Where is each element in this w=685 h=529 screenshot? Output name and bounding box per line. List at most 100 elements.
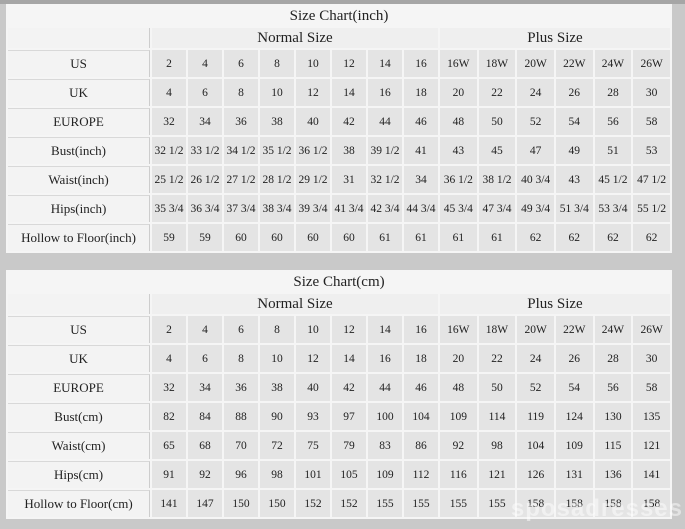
row-label: Hollow to Floor(cm): [8, 490, 150, 517]
table-cell: 92: [440, 432, 477, 459]
table-cell: 47: [517, 137, 554, 164]
table-cell: 124: [555, 403, 593, 430]
table-cell: 126: [517, 461, 554, 488]
table-cell: 62: [517, 224, 554, 251]
table-cell: 109: [555, 432, 593, 459]
top-border-strip: [0, 0, 685, 4]
table-cell: 4: [188, 316, 222, 343]
table-cell: 92: [188, 461, 222, 488]
table-cell: 8: [260, 316, 294, 343]
table-cell: 114: [478, 403, 516, 430]
table-cell: 104: [404, 403, 438, 430]
table-cell: 22W: [555, 50, 593, 77]
table-cell: 136: [594, 461, 632, 488]
table-row: Hollow to Floor(inch) 59 59 60 60 60 60 61 61 61 6…: [8, 224, 670, 251]
table-cell: 10: [260, 345, 294, 372]
table-cell: 50: [478, 108, 516, 135]
table-cell: 14: [368, 50, 402, 77]
table-cell: 26W: [633, 316, 670, 343]
table-cell: 36: [224, 374, 258, 401]
table-cell: 121: [478, 461, 516, 488]
table-cell: 16: [368, 345, 402, 372]
table-cell: 41 3/4: [332, 195, 366, 222]
table-cell: 60: [260, 224, 294, 251]
table-cell: 38 3/4: [260, 195, 294, 222]
table-cell: 104: [517, 432, 554, 459]
table-cell: 158: [633, 490, 670, 517]
table-cell: 152: [332, 490, 366, 517]
table-cell: 98: [260, 461, 294, 488]
table-cell: 16W: [440, 316, 477, 343]
table-cell: 20W: [517, 50, 554, 77]
table-cell: 49: [555, 137, 593, 164]
table-cell: 43: [440, 137, 477, 164]
table-cell: 24W: [594, 316, 632, 343]
table-cell: 12: [332, 316, 366, 343]
table-cell: 62: [633, 224, 670, 251]
table-cell: 35 1/2: [260, 137, 294, 164]
table-cell: 79: [332, 432, 366, 459]
row-label: Waist(cm): [8, 432, 150, 459]
table-cell: 12: [296, 345, 330, 372]
table-cell: 147: [188, 490, 222, 517]
table-cell: 34 1/2: [224, 137, 258, 164]
table-cell: 43: [555, 166, 593, 193]
table-cell: 26W: [633, 50, 670, 77]
column-group-header: Plus Size: [440, 28, 670, 48]
table-cell: 2: [152, 316, 186, 343]
table-row: Waist(cm) 65 68 70 72 75 79 83 86 92 98 104 109 115 12…: [8, 432, 670, 459]
table-cell: 52: [517, 108, 554, 135]
table-cell: 75: [296, 432, 330, 459]
table-cell: 101: [296, 461, 330, 488]
table-cell: 60: [296, 224, 330, 251]
column-group-header: Normal Size: [152, 294, 438, 314]
table-cell: 18: [404, 79, 438, 106]
table-cell: 6: [224, 50, 258, 77]
row-label: Waist(inch): [8, 166, 150, 193]
table-cell: 37 3/4: [224, 195, 258, 222]
table-cell: 2: [152, 50, 186, 77]
row-label: UK: [8, 345, 150, 372]
table-cell: 45: [478, 137, 516, 164]
table-cell: 34: [188, 374, 222, 401]
size-table: Size Chart(cm) Normal Size Plus Size US 2 4 6 8…: [6, 270, 672, 519]
table-cell: 20W: [517, 316, 554, 343]
table-cell: 8: [224, 79, 258, 106]
table-cell: 61: [368, 224, 402, 251]
table-cell: 47 3/4: [478, 195, 516, 222]
table-cell: 70: [224, 432, 258, 459]
table-cell: 25 1/2: [152, 166, 186, 193]
table-cell: 100: [368, 403, 402, 430]
table-cell: 61: [478, 224, 516, 251]
table-cell: 32: [152, 374, 186, 401]
table-cell: 59: [152, 224, 186, 251]
table-cell: 49 3/4: [517, 195, 554, 222]
table-cell: 30: [633, 79, 670, 106]
table-cell: 150: [260, 490, 294, 517]
table-row: Bust(inch) 32 1/2 33 1/2 34 1/2 35 1/2 36 1/2…: [8, 137, 670, 164]
table-cell: 40: [296, 374, 330, 401]
table-cell: 39 3/4: [296, 195, 330, 222]
table-cell: 47 1/2: [633, 166, 670, 193]
table-cell: 45 1/2: [594, 166, 632, 193]
table-cell: 36 1/2: [296, 137, 330, 164]
table-cell: 50: [478, 374, 516, 401]
table-cell: 141: [633, 461, 670, 488]
row-label: US: [8, 50, 150, 77]
table-cell: 6: [188, 79, 222, 106]
table-cell: 35 3/4: [152, 195, 186, 222]
table-cell: 40: [296, 108, 330, 135]
table-cell: 59: [188, 224, 222, 251]
table-title: Size Chart(cm): [8, 272, 670, 292]
table-cell: 22: [478, 345, 516, 372]
table-cell: 28 1/2: [260, 166, 294, 193]
table-row: Hips(inch) 35 3/4 36 3/4 37 3/4 38 3/4 39 3/4…: [8, 195, 670, 222]
table-row: US 2 4 6 8 10 12 14 16 16W 18W 20W 22W 24W 26W: [8, 316, 670, 343]
table-cell: 86: [404, 432, 438, 459]
table-cell: 141: [152, 490, 186, 517]
row-label: Hips(inch): [8, 195, 150, 222]
table-cell: 42 3/4: [368, 195, 402, 222]
table-cell: 32: [152, 108, 186, 135]
table-cell: 28: [594, 345, 632, 372]
table-cell: 14: [332, 345, 366, 372]
